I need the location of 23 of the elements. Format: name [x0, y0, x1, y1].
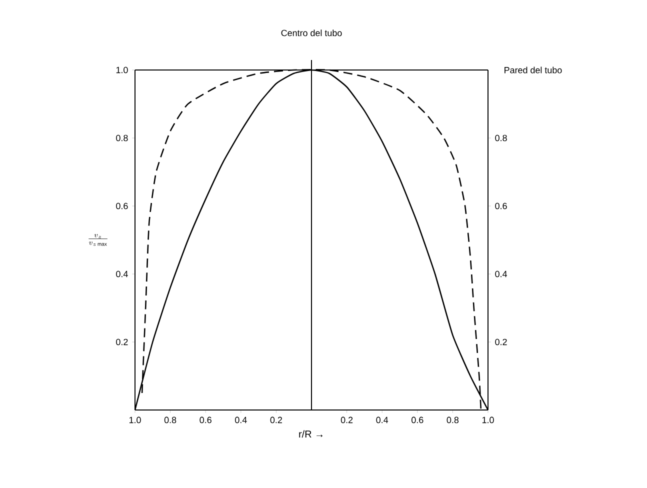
y2-tick-label: 0.8	[495, 134, 507, 142]
y2-tick-label: 0.4	[495, 270, 508, 278]
x-tick-label: 0.4	[376, 416, 388, 424]
x-tick-label: 1.0	[129, 416, 141, 424]
ref-line-label: Centro del tubo	[281, 30, 342, 36]
y-tick-label: 0.6	[116, 202, 128, 210]
y2-tick-label: 0.2	[495, 338, 507, 346]
x-tick-label: 0.6	[200, 416, 212, 424]
y-axis-title: $\frac{v_z}{v_{z\,\mathrm{max}}}$	[88, 234, 108, 246]
y-tick-label: 0.8	[116, 134, 128, 142]
x-tick-label: 0.2	[270, 416, 282, 424]
x-tick-label: 0.6	[412, 416, 424, 424]
y2-tick-label: 0.6	[495, 202, 507, 210]
text: Pared del tubo	[504, 66, 562, 74]
y-tick-label: 0.2	[116, 338, 128, 346]
x-tick-label: 1.0	[482, 416, 494, 424]
x-tick-label: 0.2	[340, 416, 353, 424]
y-tick-label: 0.4	[116, 270, 128, 278]
x-tick-label: 0.8	[446, 416, 459, 424]
x-axis-title: r/R →	[299, 430, 322, 438]
x-tick-label: 0.4	[235, 416, 247, 424]
x-tick-label: 0.8	[164, 416, 176, 424]
y-tick-label: 1.0	[116, 66, 128, 74]
